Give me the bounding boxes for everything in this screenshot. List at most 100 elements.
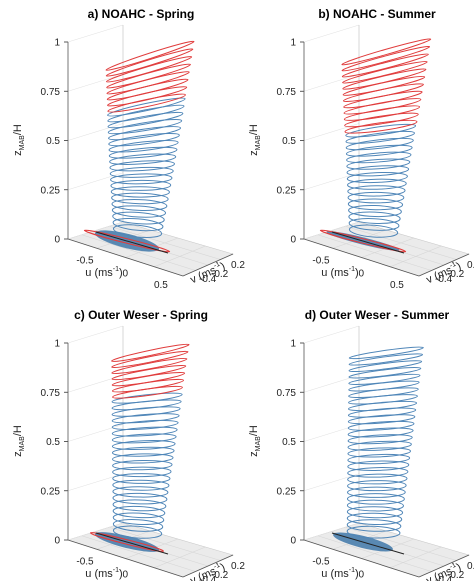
panel-2: 00.250.50.751-0.500.50.2-0.2-0.4u (ms-1)… xyxy=(12,308,245,581)
z-gridline xyxy=(67,221,124,240)
u-tick-label: -0.5 xyxy=(312,255,330,266)
series-1-loop xyxy=(341,38,432,66)
series-0-loop xyxy=(347,427,414,438)
v-tick-label: -0.4 xyxy=(199,575,217,581)
z-axis-label: zMAB/H xyxy=(248,425,262,457)
series-0-loop xyxy=(346,158,411,170)
series-0-loop xyxy=(112,211,165,225)
series-0-loop xyxy=(347,467,409,478)
series-0-loop xyxy=(348,218,400,231)
v-tick-label: -0.2 xyxy=(211,570,229,581)
z-tick-label: 0 xyxy=(54,235,60,246)
u-axis-label: u (ms-1) xyxy=(85,266,122,279)
series-0-loop xyxy=(108,139,179,153)
series-0-loop xyxy=(107,97,186,117)
u-tick-label: 0.5 xyxy=(390,280,404,291)
series-0-loop xyxy=(347,434,413,445)
z-gridline xyxy=(67,73,124,92)
u-tick-label: 0 xyxy=(358,268,364,279)
series-0-loop xyxy=(112,459,173,471)
series-1-loop xyxy=(111,350,189,369)
series-0-loop xyxy=(347,185,406,197)
v-tick-label: 0.2 xyxy=(231,561,245,572)
series-0-loop xyxy=(347,198,404,211)
z-gridline xyxy=(303,424,360,442)
series-0-loop xyxy=(111,446,175,457)
series-0-loop xyxy=(109,153,177,165)
u-tick-label: -0.5 xyxy=(312,556,330,567)
u-tick-label: 0 xyxy=(122,569,128,580)
series-0-loop xyxy=(346,499,404,512)
u-axis xyxy=(303,238,420,277)
series-0-loop xyxy=(348,360,423,373)
z-tick-label: 0 xyxy=(290,536,296,547)
u-tick-label: 0 xyxy=(358,569,364,580)
series-1-loop xyxy=(105,40,195,71)
series-0-loop xyxy=(347,460,410,471)
panel-title: a) NOAHC - Spring xyxy=(88,7,195,21)
z-tick-label: 0.25 xyxy=(41,486,61,497)
series-0-loop xyxy=(110,173,173,185)
z-tick-label: 1 xyxy=(290,38,296,49)
z-tick-label: 1 xyxy=(290,339,296,350)
series-0-loop xyxy=(346,512,403,525)
series-0-loop xyxy=(112,512,165,525)
u-axis xyxy=(67,238,184,277)
series-0-loop xyxy=(109,166,174,178)
series-0-loop xyxy=(348,353,423,366)
series-0-loop xyxy=(346,493,405,505)
series-0-loop xyxy=(111,440,176,451)
series-0-loop xyxy=(112,525,163,539)
series-0-loop xyxy=(108,133,180,147)
v-tick-label: -0.4 xyxy=(199,274,217,285)
series-0-loop xyxy=(347,453,411,465)
series-0-loop xyxy=(345,137,414,151)
v-axis xyxy=(418,253,470,277)
z-axis-label: zMAB/H xyxy=(12,425,26,457)
series-0-loop xyxy=(112,499,167,512)
z-tick-label: 0.75 xyxy=(277,388,297,399)
z-gridline xyxy=(67,424,124,442)
series-0-loop xyxy=(345,130,415,144)
floor-gridline xyxy=(390,546,442,569)
z-tick-label: 0.5 xyxy=(46,136,60,147)
v-tick-label: 0.2 xyxy=(467,260,474,271)
floor-gridline xyxy=(109,526,221,561)
series-0-loop xyxy=(345,144,413,157)
floor-gridline xyxy=(154,245,206,268)
z-tick-label: 0.5 xyxy=(46,437,60,448)
series-1-loop xyxy=(341,45,431,72)
series-0-loop xyxy=(109,160,175,172)
series-0-loop xyxy=(111,205,167,218)
u-axis-label: u (ms-1) xyxy=(321,567,358,580)
series-1-loop xyxy=(111,364,187,381)
v-tick-label: -0.4 xyxy=(435,575,453,581)
series-1-loop xyxy=(344,112,419,128)
panel-title: b) NOAHC - Summer xyxy=(318,7,436,21)
floor-center-line xyxy=(95,231,169,254)
series-0-loop xyxy=(348,346,424,360)
u-axis-label: u (ms-1) xyxy=(85,567,122,580)
u-axis xyxy=(303,539,420,578)
series-0-loop xyxy=(112,519,164,532)
series-0-loop xyxy=(112,453,174,464)
panel-title: c) Outer Weser - Spring xyxy=(74,308,208,322)
z-tick-label: 0 xyxy=(290,235,296,246)
series-1-loop xyxy=(105,48,194,77)
series-1-loop xyxy=(344,119,418,134)
series-floor-projection xyxy=(83,229,171,253)
z-gridline xyxy=(303,172,360,191)
series-1-loop xyxy=(111,357,188,375)
panel-1: 0 0.25 0.5 0.75 1 -0.5 0 0.5 0.2-0.2-0.4 u (ms-1)… xyxy=(248,7,474,291)
series-0-loop xyxy=(112,466,172,478)
v-tick-label: -0.2 xyxy=(447,269,465,280)
series-0-loop xyxy=(346,519,402,532)
u-axis xyxy=(67,539,184,578)
v-axis xyxy=(418,554,470,578)
series-0-loop xyxy=(112,479,170,491)
series-0-loop xyxy=(112,473,171,484)
series-0-loop xyxy=(346,151,412,164)
z-gridline xyxy=(303,473,360,492)
series-floor-projection xyxy=(319,229,407,253)
